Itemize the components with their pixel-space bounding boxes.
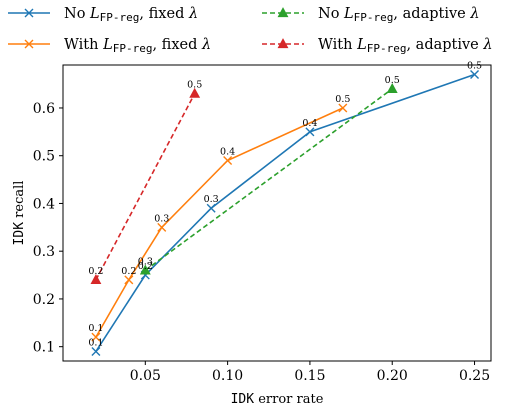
legend-label-suffix: , fixed <box>139 6 189 22</box>
legend-swatch-marker <box>277 38 289 49</box>
series-1-point-label-4: 0.4 <box>302 118 317 129</box>
series-4-point-label-1: 0.2 <box>88 266 103 277</box>
x-axis-label: IDK error rate <box>231 392 324 407</box>
series-4-point-label-2: 0.5 <box>187 80 202 91</box>
legend-label-subscript: FP-reg <box>354 11 394 24</box>
series-2 <box>91 103 348 342</box>
series-2-point-1 <box>91 332 101 342</box>
legend-label-loss-symbol: L <box>89 6 100 22</box>
legend-swatch-marker <box>24 8 34 18</box>
legend-label-subscript: FP-reg <box>100 11 140 24</box>
y-tick-label: 0.4 <box>33 196 55 212</box>
legend-label-prefix: With <box>64 37 103 53</box>
legend-label-lambda: λ <box>469 6 479 22</box>
series-2-point-3 <box>157 222 167 232</box>
series-2-line <box>95 107 344 338</box>
series-1 <box>91 70 480 356</box>
legend-entry-2: With LFP-reg, fixed λ <box>8 37 211 55</box>
series-2-point-label-2: 0.2 <box>121 266 136 277</box>
legend-label-loss-symbol: L <box>356 37 367 53</box>
series-3-line <box>144 88 393 271</box>
legend-label-suffix: , fixed <box>152 37 202 53</box>
series-1-point-1 <box>91 346 101 356</box>
legend-label-4: With LFP-reg, adaptive λ <box>318 37 493 55</box>
series-2-point-2 <box>124 275 134 285</box>
legend-label-prefix: No <box>64 6 90 22</box>
series-3 <box>139 83 398 275</box>
legend-entry-3: No LFP-reg, adaptive λ <box>262 6 480 24</box>
x-tick-label: 0.15 <box>294 368 325 384</box>
legend-label-prefix: With <box>318 37 357 53</box>
series-1-point-label-5: 0.5 <box>467 61 482 72</box>
y-axis: 0.1 0.2 0.3 0.4 0.5 0.6 <box>33 101 63 356</box>
y-axis-label: IDK recall <box>12 181 27 246</box>
series-layer <box>90 70 480 356</box>
legend-label-2: With LFP-reg, fixed λ <box>64 37 211 55</box>
y-tick-label: 0.3 <box>33 244 55 260</box>
series-4-line <box>95 93 196 281</box>
series-2-point-5 <box>338 103 348 113</box>
plot-area-frame <box>62 64 492 362</box>
legend-label-prefix: No <box>318 6 344 22</box>
legend-label-lambda: λ <box>482 37 492 53</box>
y-tick-label: 0.6 <box>33 101 55 117</box>
series-2-point-label-3: 0.3 <box>154 213 169 224</box>
y-tick-label: 0.2 <box>33 292 55 308</box>
legend-label-3: No LFP-reg, adaptive λ <box>318 6 480 24</box>
y-tick-label: 0.1 <box>33 340 55 356</box>
x-axis-label-mono: IDK <box>231 392 255 407</box>
legend-label-lambda: λ <box>201 37 211 53</box>
series-3-point-2 <box>386 83 398 94</box>
y-tick-label: 0.5 <box>33 149 55 165</box>
series-2-point-label-4: 0.4 <box>220 146 235 157</box>
x-tick-label: 0.05 <box>130 368 161 384</box>
y-axis-label-rest: recall <box>12 181 27 222</box>
legend-label-loss-symbol: L <box>343 6 354 22</box>
series-1-line <box>95 73 475 352</box>
y-axis-label-mono: IDK <box>12 222 27 246</box>
legend-label-suffix: , adaptive <box>406 37 483 53</box>
series-3-point-label-2: 0.5 <box>385 75 400 86</box>
legend-swatch-marker <box>24 39 34 49</box>
legend-label-1: No LFP-reg, fixed λ <box>64 6 198 24</box>
series-4-point-1 <box>90 274 102 284</box>
legend-label-lambda: λ <box>188 6 198 22</box>
series-4 <box>90 87 201 284</box>
legend-label-suffix: , adaptive <box>393 6 470 22</box>
legend-entry-1: No LFP-reg, fixed λ <box>8 6 198 24</box>
series-1-point-label-2: 0.2 <box>138 261 153 272</box>
series-4-point-2 <box>189 87 201 98</box>
legend-entry-4: With LFP-reg, adaptive λ <box>262 37 493 55</box>
series-1-point-label-3: 0.3 <box>204 194 219 205</box>
x-axis: 0.05 0.10 0.15 0.20 0.25 <box>130 361 490 384</box>
series-1-point-5 <box>470 70 480 80</box>
x-tick-label: 0.10 <box>212 368 243 384</box>
x-tick-label: 0.25 <box>459 368 490 384</box>
series-3-point-label-1: 0.3 <box>138 256 153 267</box>
series-2-point-label-5: 0.5 <box>335 94 350 105</box>
series-2-point-label-1: 0.1 <box>88 323 103 334</box>
x-tick-label: 0.20 <box>377 368 408 384</box>
legend-label-subscript: FP-reg <box>367 42 407 55</box>
series-3-point-1 <box>139 264 151 275</box>
series-1-point-4 <box>305 127 315 137</box>
series-1-point-label-1: 0.1 <box>88 337 103 348</box>
legend-label-loss-symbol: L <box>102 37 113 53</box>
legend-label-subscript: FP-reg <box>113 42 153 55</box>
point-labels-layer: 0.10.20.30.40.50.10.20.30.40.50.30.50.20… <box>88 61 482 349</box>
legend-swatch-marker <box>277 7 289 18</box>
series-2-point-4 <box>223 155 233 165</box>
series-1-point-3 <box>206 203 216 213</box>
x-axis-label-rest: error rate <box>254 392 324 407</box>
